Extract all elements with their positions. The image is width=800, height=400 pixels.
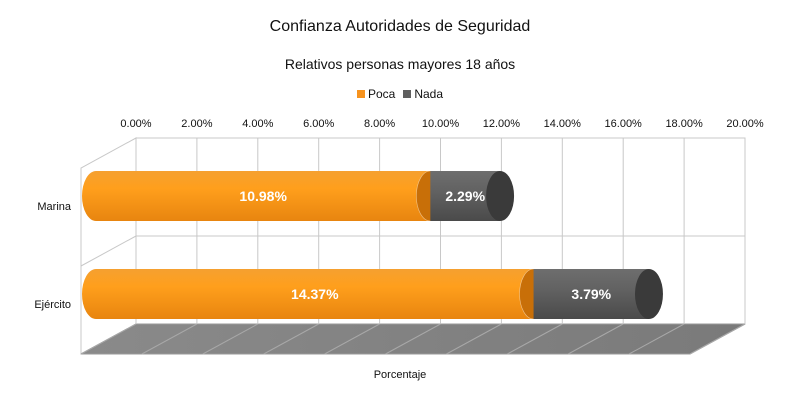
floor-gridline [385, 323, 441, 355]
data-label: 2.29% [445, 188, 485, 204]
chart-subtitle: Relativos personas mayores 18 años [284, 56, 516, 72]
chart-title: Confianza Autoridades de Seguridad [269, 18, 531, 35]
floor-gridline [324, 323, 380, 355]
floor-gridline [263, 323, 319, 355]
data-label: 3.79% [571, 286, 611, 302]
x-tick-label: 8.00% [364, 118, 395, 130]
bar-poca-start [82, 269, 110, 319]
x-axis-label: Porcentaje [373, 369, 427, 381]
floor-gridline [628, 323, 685, 355]
category-label: Marina [37, 201, 72, 213]
floor-gridline [507, 323, 563, 355]
side-gridline [80, 235, 137, 267]
bar-nada [533, 269, 649, 319]
category-label: Ejército [34, 299, 71, 311]
floor-gridline [202, 323, 259, 355]
x-tick-label: 4.00% [242, 118, 273, 130]
bar-nada-end-cap [634, 269, 663, 319]
legend-swatch-nada [403, 90, 412, 98]
legend: Poca Nada [0, 87, 800, 101]
floor-gridline [446, 323, 502, 355]
x-tick-label: 20.00% [726, 118, 764, 130]
legend-label-poca: Poca [367, 87, 396, 101]
x-tick-label: 16.00% [605, 118, 643, 130]
x-tick-label: 0.00% [120, 118, 151, 130]
floor-gridline [567, 323, 624, 355]
data-label: 14.37% [291, 286, 339, 302]
x-tick-label: 12.00% [483, 118, 521, 130]
floor-gridline [141, 323, 198, 355]
side-wall [80, 137, 137, 355]
floor-gridline [80, 323, 137, 355]
x-tick-label: 14.00% [544, 118, 582, 130]
legend-item-poca: Poca [356, 87, 396, 101]
x-tick-label: 6.00% [303, 118, 334, 130]
bar-poca-start [82, 171, 110, 221]
floor-gridline [689, 323, 746, 355]
bar-nada-end-cap [486, 171, 515, 221]
bar-poca [96, 269, 534, 319]
legend-item-nada: Nada [403, 87, 443, 101]
legend-swatch-poca [356, 90, 365, 98]
x-tick-label: 10.00% [422, 118, 460, 130]
bar-poca [96, 171, 431, 221]
x-tick-label: 2.00% [181, 118, 212, 130]
x-tick-label: 18.00% [665, 118, 703, 130]
data-label: 10.98% [239, 188, 287, 204]
legend-label-nada: Nada [414, 87, 444, 101]
